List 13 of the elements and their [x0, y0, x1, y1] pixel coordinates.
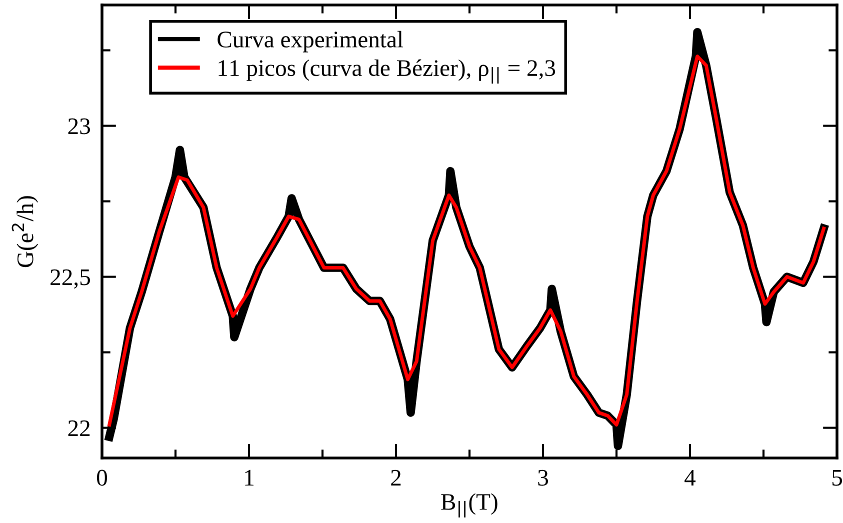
x-axis-title: B$_{||}$(T): [441, 493, 498, 518]
y-axis-title: G(e$^{2}$/h): [12, 196, 38, 268]
x-tick-label: 1: [245, 470, 254, 486]
y-tick-label: 23: [68, 118, 90, 134]
x-tick-label: 5: [832, 470, 842, 486]
x-tick-label: 3: [538, 470, 548, 486]
legend-label: 11 picos (curva de Bézier), ρ$_{||}$ = 2,3: [218, 59, 556, 84]
x-tick-label: 4: [684, 470, 696, 486]
x-tick-label: 2: [391, 470, 401, 486]
y-tick-label: 22,5: [50, 269, 90, 289]
legend-label: Curva experimental: [218, 30, 404, 52]
x-tick-label: 0: [96, 470, 108, 486]
y-tick-label: 22: [68, 420, 90, 436]
